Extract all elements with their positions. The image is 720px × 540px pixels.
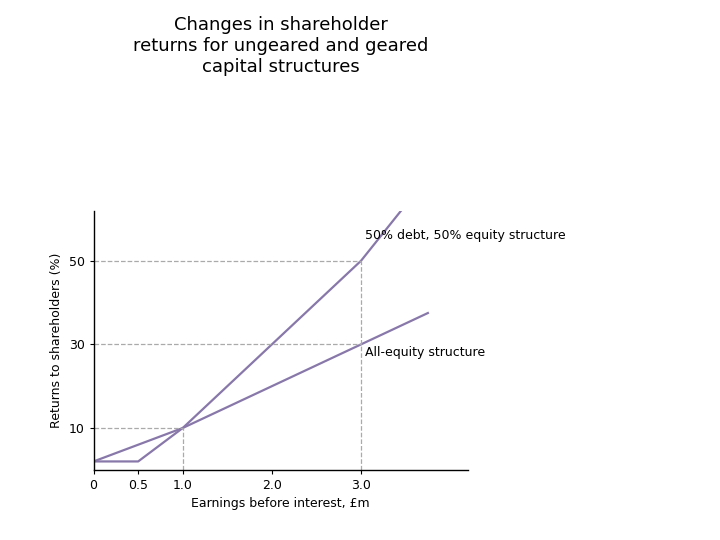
Text: 50% debt, 50% equity structure: 50% debt, 50% equity structure — [366, 229, 566, 242]
Text: Changes in shareholder
returns for ungeared and geared
capital structures: Changes in shareholder returns for ungea… — [133, 16, 428, 76]
X-axis label: Earnings before interest, £m: Earnings before interest, £m — [192, 497, 370, 510]
Y-axis label: Returns to shareholders (%): Returns to shareholders (%) — [50, 253, 63, 428]
Text: All-equity structure: All-equity structure — [366, 346, 485, 359]
